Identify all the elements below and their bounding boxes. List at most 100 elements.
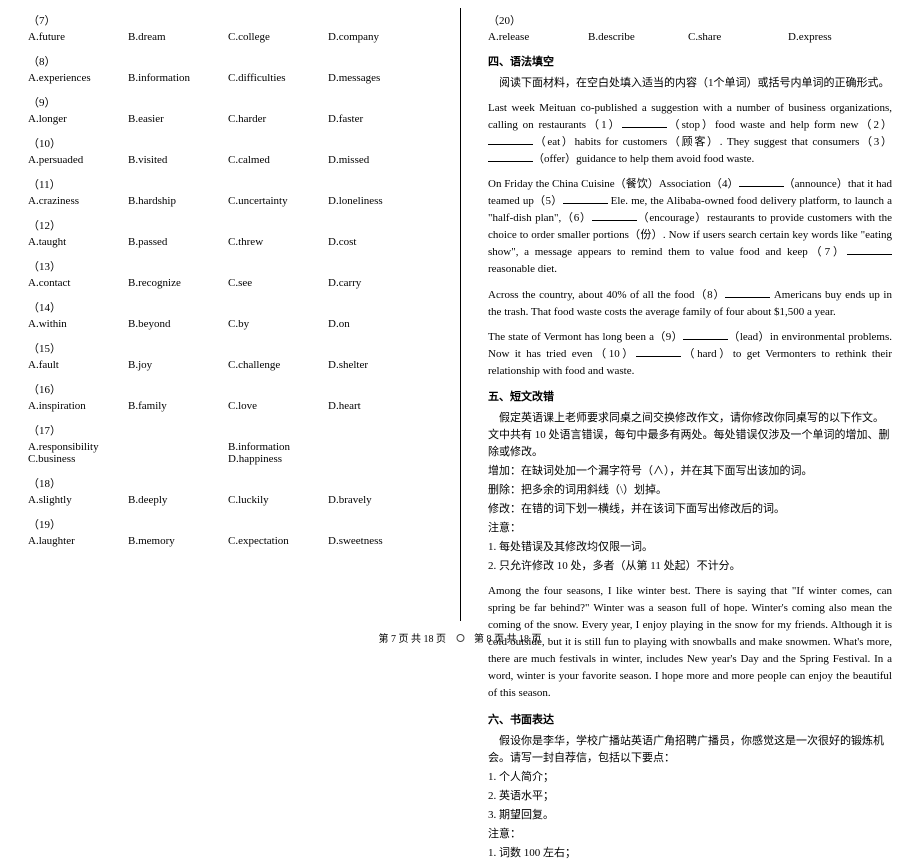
- option: C.by: [228, 318, 328, 330]
- option: B.deeply: [128, 494, 228, 506]
- question-block: （10） A.persuadedB.visitedC.calmedD.missed: [28, 135, 432, 166]
- question-options: A.futureB.dreamC.collegeD.company: [28, 31, 432, 43]
- option: A.within: [28, 318, 128, 330]
- text: （stop）food waste and help form new（2）: [667, 119, 892, 131]
- question-options: A.persuadedB.visitedC.calmedD.missed: [28, 154, 432, 166]
- blank-9: [683, 329, 728, 340]
- text: reasonable diet.: [488, 263, 557, 275]
- text: （offer）guidance to help them avoid food …: [533, 153, 754, 165]
- blank-7: [847, 244, 892, 255]
- option: A.slightly: [28, 494, 128, 506]
- question-20: （20） A.release B.describe C.share D.expr…: [488, 12, 892, 43]
- footer-left: 第 7 页 共 18 页: [379, 630, 447, 645]
- option: A.contact: [28, 277, 128, 289]
- option: B.hardship: [128, 195, 228, 207]
- question-block: （14） A.withinB.beyondC.byD.on: [28, 299, 432, 330]
- question-block: （17） A.responsibilityB.informationC.busin…: [28, 422, 432, 465]
- option: D.happiness: [228, 453, 428, 465]
- question-options: A.laughterB.memoryC.expectationD.sweetne…: [28, 535, 432, 547]
- option: C.love: [228, 400, 328, 412]
- sec5-instr-del: 删除：把多余的词用斜线（\）划掉。: [488, 482, 892, 499]
- option: D.heart: [328, 400, 428, 412]
- question-number: （13）: [28, 258, 432, 274]
- option: D.faster: [328, 113, 428, 125]
- question-number: （14）: [28, 299, 432, 315]
- option: B.dream: [128, 31, 228, 43]
- option: A.craziness: [28, 195, 128, 207]
- question-number: （20）: [488, 12, 892, 28]
- grammar-p4: The state of Vermont has long been a（9）（…: [488, 329, 892, 380]
- sec6-pt3: 3. 期望回复。: [488, 807, 892, 824]
- sec5-instr-main: 假定英语课上老师要求同桌之间交换修改作文，请你修改你同桌写的以下作文。文中共有 …: [488, 410, 892, 461]
- option: B.easier: [128, 113, 228, 125]
- option: B.joy: [128, 359, 228, 371]
- question-number: （17）: [28, 422, 432, 438]
- blank-1: [622, 117, 667, 128]
- question-options-row: A.responsibilityB.information: [28, 441, 432, 453]
- option-c: C.share: [688, 31, 788, 43]
- question-options: A.contactB.recognizeC.seeD.carry: [28, 277, 432, 289]
- option: B.information: [228, 441, 428, 453]
- question-options-row: C.businessD.happiness: [28, 453, 432, 465]
- question-number: （12）: [28, 217, 432, 233]
- question-block: （18） A.slightlyB.deeplyC.luckilyD.bravely: [28, 475, 432, 506]
- question-block: （9）A.longerB.easierC.harderD.faster: [28, 94, 432, 125]
- option: C.threw: [228, 236, 328, 248]
- question-block: （19） A.laughterB.memoryC.expectationD.swe…: [28, 516, 432, 547]
- question-block: （12）A.taughtB.passedC.threwD.cost: [28, 217, 432, 248]
- option: A.taught: [28, 236, 128, 248]
- question-block: （8）A.experiencesB.informationC.difficult…: [28, 53, 432, 84]
- section-4-instruction: 阅读下面材料，在空白处填入适当的内容（1个单词）或括号内单词的正确形式。: [488, 75, 892, 92]
- option-b: B.describe: [588, 31, 688, 43]
- question-block: （11） A.crazinessB.hardshipC.uncertaintyD.…: [28, 176, 432, 207]
- question-number: （10）: [28, 135, 432, 151]
- option: C.see: [228, 277, 328, 289]
- option: D.missed: [328, 154, 428, 166]
- question-block: （7） A.futureB.dreamC.collegeD.company: [28, 12, 432, 43]
- sec5-instr-mod: 修改：在错的词下划一横线，并在该词下面写出修改后的词。: [488, 501, 892, 518]
- option: C.harder: [228, 113, 328, 125]
- right-column: （20） A.release B.describe C.share D.expr…: [460, 0, 920, 651]
- option: D.sweetness: [328, 535, 428, 547]
- question-number: （16）: [28, 381, 432, 397]
- grammar-p1: Last week Meituan co-published a suggest…: [488, 100, 892, 168]
- blank-4: [739, 176, 784, 187]
- option: A.persuaded: [28, 154, 128, 166]
- correction-passage: Among the four seasons, I like winter be…: [488, 583, 892, 702]
- blank-10: [636, 346, 681, 357]
- option: A.experiences: [28, 72, 128, 84]
- option: A.future: [28, 31, 128, 43]
- question-options: A.faultB.joyC.challengeD.shelter: [28, 359, 432, 371]
- left-questions-list: （7） A.futureB.dreamC.collegeD.company （8） A…: [28, 12, 432, 547]
- option-a: A.release: [488, 31, 588, 43]
- option: C.challenge: [228, 359, 328, 371]
- blank-2: [488, 134, 533, 145]
- question-options: A.longerB.easierC.harderD.faster: [28, 113, 432, 125]
- question-number: （11）: [28, 176, 432, 192]
- blank-8: [725, 287, 770, 298]
- question-number: （19）: [28, 516, 432, 532]
- question-number: （7）: [28, 12, 432, 28]
- option-d: D.express: [788, 31, 888, 43]
- option: D.messages: [328, 72, 428, 84]
- sec5-note-2: 2. 只允许修改 10 处，多者（从第 11 处起）不计分。: [488, 558, 892, 575]
- sec5-note-label: 注意：: [488, 520, 892, 537]
- question-block: （16）A.inspirationB.familyC.loveD.heart: [28, 381, 432, 412]
- option: D.company: [328, 31, 428, 43]
- option: B.recognize: [128, 277, 228, 289]
- grammar-p3: Across the country, about 40% of all the…: [488, 287, 892, 321]
- option: B.information: [128, 72, 228, 84]
- option: D.bravely: [328, 494, 428, 506]
- question-number: （8）: [28, 53, 432, 69]
- question-number: （18）: [28, 475, 432, 491]
- sec6-instr: 假设你是李华，学校广播站英语广角招聘广播员，你感觉这是一次很好的锻炼机会。请写一…: [488, 733, 892, 767]
- option: C.business: [28, 453, 228, 465]
- question-block: （15）A.faultB.joyC.challengeD.shelter: [28, 340, 432, 371]
- sec6-pt1: 1. 个人简介；: [488, 769, 892, 786]
- option: D.loneliness: [328, 195, 428, 207]
- option: C.luckily: [228, 494, 328, 506]
- option: D.shelter: [328, 359, 428, 371]
- question-options: A.crazinessB.hardshipC.uncertaintyD.lone…: [28, 195, 432, 207]
- option: B.memory: [128, 535, 228, 547]
- question-options: A.withinB.beyondC.byD.on: [28, 318, 432, 330]
